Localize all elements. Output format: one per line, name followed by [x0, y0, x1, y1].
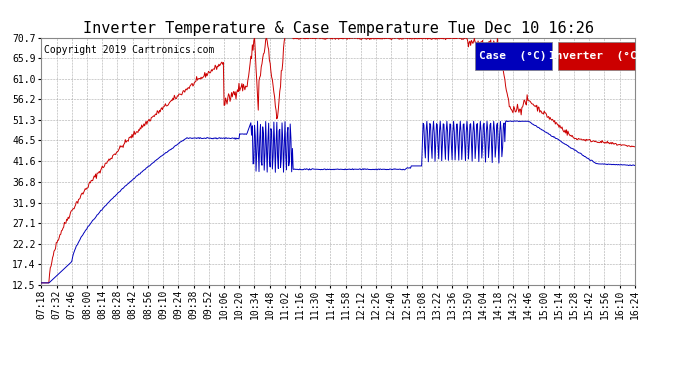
FancyBboxPatch shape [558, 42, 635, 70]
Text: Case  (°C): Case (°C) [480, 51, 547, 61]
Title: Inverter Temperature & Case Temperature Tue Dec 10 16:26: Inverter Temperature & Case Temperature … [83, 21, 593, 36]
FancyBboxPatch shape [475, 42, 552, 70]
Text: Inverter  (°C): Inverter (°C) [549, 51, 644, 61]
Text: Copyright 2019 Cartronics.com: Copyright 2019 Cartronics.com [44, 45, 215, 55]
